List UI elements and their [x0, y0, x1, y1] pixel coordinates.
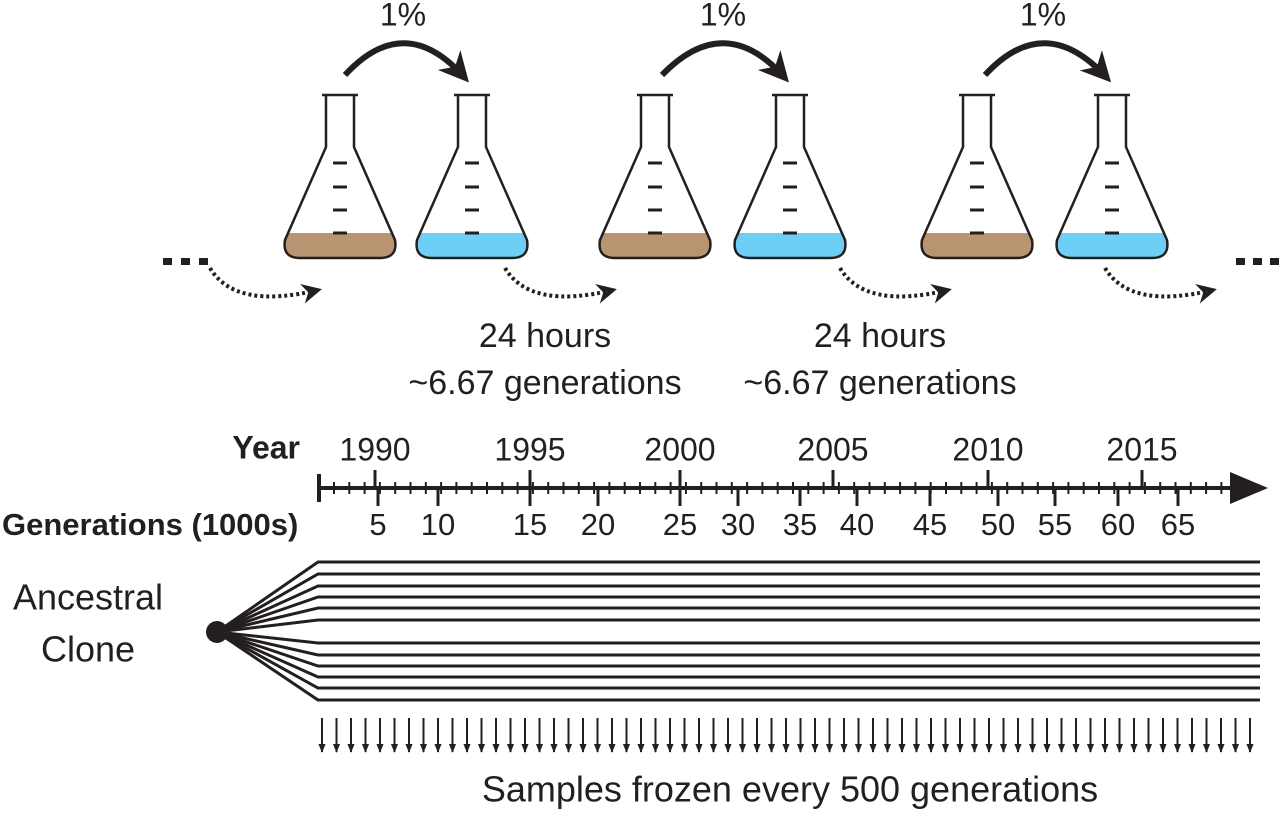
generation-value: 20	[581, 507, 615, 542]
generation-value: 35	[783, 507, 817, 542]
liquid	[1056, 233, 1168, 258]
sample-arrows	[318, 718, 1254, 753]
arrows	[208, 40, 1217, 304]
origin-label: Clone	[41, 629, 135, 670]
liquid	[416, 233, 528, 258]
transfer-arrow	[659, 40, 789, 83]
origin-label: Ancestral	[13, 577, 163, 618]
population-line	[216, 595, 1260, 634]
fraction-label: 1%	[700, 0, 746, 32]
generation-value: 55	[1038, 507, 1072, 542]
cycle-time: 24 hours	[479, 317, 611, 355]
flask	[598, 93, 712, 260]
population-line	[216, 630, 1260, 668]
ellipsis	[163, 258, 1279, 265]
population-line	[216, 606, 1260, 634]
flask	[415, 93, 529, 260]
liquid	[921, 233, 1033, 258]
generation-value: 65	[1161, 507, 1195, 542]
ancestral-dot	[206, 621, 228, 643]
flasks	[283, 93, 1169, 260]
year-value: 1990	[339, 431, 410, 467]
population-line	[216, 560, 1260, 634]
flask	[283, 93, 397, 260]
year-value: 1995	[494, 431, 565, 467]
liquid	[599, 233, 711, 258]
year-label: Year	[232, 429, 300, 465]
population-line	[216, 630, 1260, 657]
transfer-arrow	[342, 40, 469, 83]
year-value: 2000	[644, 431, 715, 467]
axis-arrowhead	[1230, 472, 1268, 504]
population-line	[216, 630, 1260, 690]
generation-value: 45	[913, 507, 947, 542]
fraction-label: 1%	[380, 0, 426, 32]
population-line	[216, 630, 1260, 679]
timeline-axis	[317, 470, 1268, 506]
generation-value: 40	[840, 507, 874, 542]
population-line	[216, 584, 1260, 634]
year-value: 2005	[797, 431, 868, 467]
generation-value: 50	[981, 507, 1015, 542]
cycle-generations: ~6.67 generations	[743, 364, 1016, 402]
incubation-arrow	[1103, 266, 1217, 304]
footer: Samples frozen every 500 generations	[482, 769, 1098, 810]
population-line	[216, 572, 1260, 634]
population-lines	[216, 560, 1260, 702]
transfer-arrow	[982, 40, 1112, 83]
generation-value: 10	[421, 507, 455, 542]
incubation-arrow	[208, 266, 322, 304]
liquid	[284, 233, 396, 258]
year-value: 2015	[1106, 431, 1177, 467]
labels: 1% 1% 1% 24 hours ~6.67 generations 24 hours ~…	[2, 0, 1195, 810]
flask	[733, 93, 847, 260]
incubation-arrow	[503, 266, 617, 304]
generations-label: Generations (1000s)	[2, 507, 298, 542]
year-value: 2010	[952, 431, 1023, 467]
generation-value: 5	[369, 507, 386, 542]
fraction-label: 1%	[1020, 0, 1066, 32]
cycle-time: 24 hours	[814, 317, 946, 355]
population-line	[216, 630, 1260, 702]
cycle-generations: ~6.67 generations	[408, 364, 681, 402]
population-line	[216, 630, 1260, 645]
generation-value: 25	[663, 507, 697, 542]
generation-value: 15	[513, 507, 547, 542]
flask	[920, 93, 1034, 260]
generation-value: 60	[1101, 507, 1135, 542]
flask	[1055, 93, 1169, 260]
incubation-arrow	[838, 266, 952, 304]
generation-value: 30	[721, 507, 755, 542]
liquid	[734, 233, 846, 258]
population-line	[216, 618, 1260, 634]
